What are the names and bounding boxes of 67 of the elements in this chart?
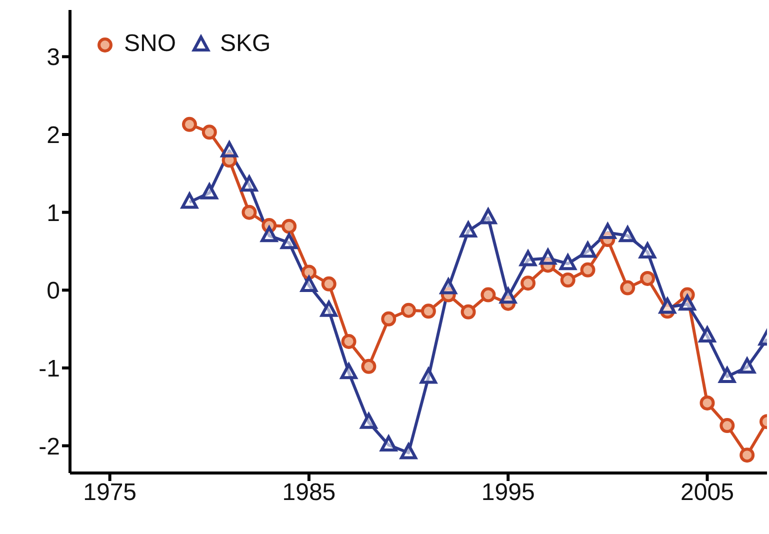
- point: [698, 326, 716, 343]
- point: [242, 204, 257, 220]
- point: [520, 250, 537, 266]
- point: [321, 276, 336, 292]
- point: [480, 208, 497, 224]
- point: [420, 304, 436, 319]
- y-tick-label: -2: [38, 433, 60, 460]
- point: [559, 254, 576, 270]
- point: [678, 294, 696, 311]
- point: [539, 248, 556, 265]
- point: [320, 300, 338, 317]
- x-tick-label: 1985: [282, 479, 336, 506]
- point: [180, 192, 198, 209]
- point: [639, 242, 656, 259]
- y-tick-label: 3: [46, 44, 60, 72]
- point: [738, 358, 756, 374]
- point: [500, 288, 517, 304]
- point: [400, 443, 418, 460]
- x-tick-label: 1975: [83, 479, 137, 506]
- point: [301, 264, 316, 280]
- point: [700, 395, 715, 410]
- point: [381, 311, 396, 326]
- point: [340, 363, 358, 380]
- point: [540, 258, 556, 273]
- point: [658, 298, 676, 314]
- point: [640, 270, 656, 286]
- point: [200, 183, 218, 200]
- point: [520, 276, 536, 291]
- point: [460, 221, 477, 238]
- point: [280, 233, 298, 250]
- point: [380, 435, 398, 452]
- legend-label: SNO: [124, 30, 176, 58]
- y-tick-label: 0: [46, 278, 60, 305]
- point: [341, 334, 356, 349]
- point: [600, 232, 616, 248]
- point: [202, 124, 217, 140]
- point: [401, 302, 416, 318]
- point: [740, 448, 755, 463]
- point: [240, 176, 258, 192]
- point: [440, 287, 456, 302]
- point: [460, 304, 476, 320]
- point: [440, 278, 457, 294]
- point: [619, 226, 636, 242]
- point: [360, 412, 378, 429]
- x-tick-label: 2005: [680, 479, 734, 506]
- point: [282, 218, 297, 234]
- point: [720, 418, 735, 434]
- legend-label: SKG: [220, 30, 271, 58]
- x-tick-label: 1995: [481, 479, 535, 506]
- point: [361, 358, 376, 374]
- y-tick-label: -1: [38, 355, 60, 382]
- point: [260, 226, 278, 242]
- y-tick-label: 1: [46, 200, 60, 227]
- point: [620, 280, 636, 296]
- y-tick-label: 2: [46, 122, 60, 150]
- point: [480, 287, 496, 302]
- point: [500, 296, 516, 311]
- point: [599, 223, 616, 240]
- point: [579, 242, 596, 258]
- point: [220, 141, 238, 158]
- point: [182, 116, 197, 132]
- point: [300, 276, 318, 292]
- point: [718, 367, 736, 384]
- point: [580, 262, 596, 278]
- point: [222, 152, 237, 168]
- point: [560, 272, 576, 288]
- point: [420, 368, 437, 384]
